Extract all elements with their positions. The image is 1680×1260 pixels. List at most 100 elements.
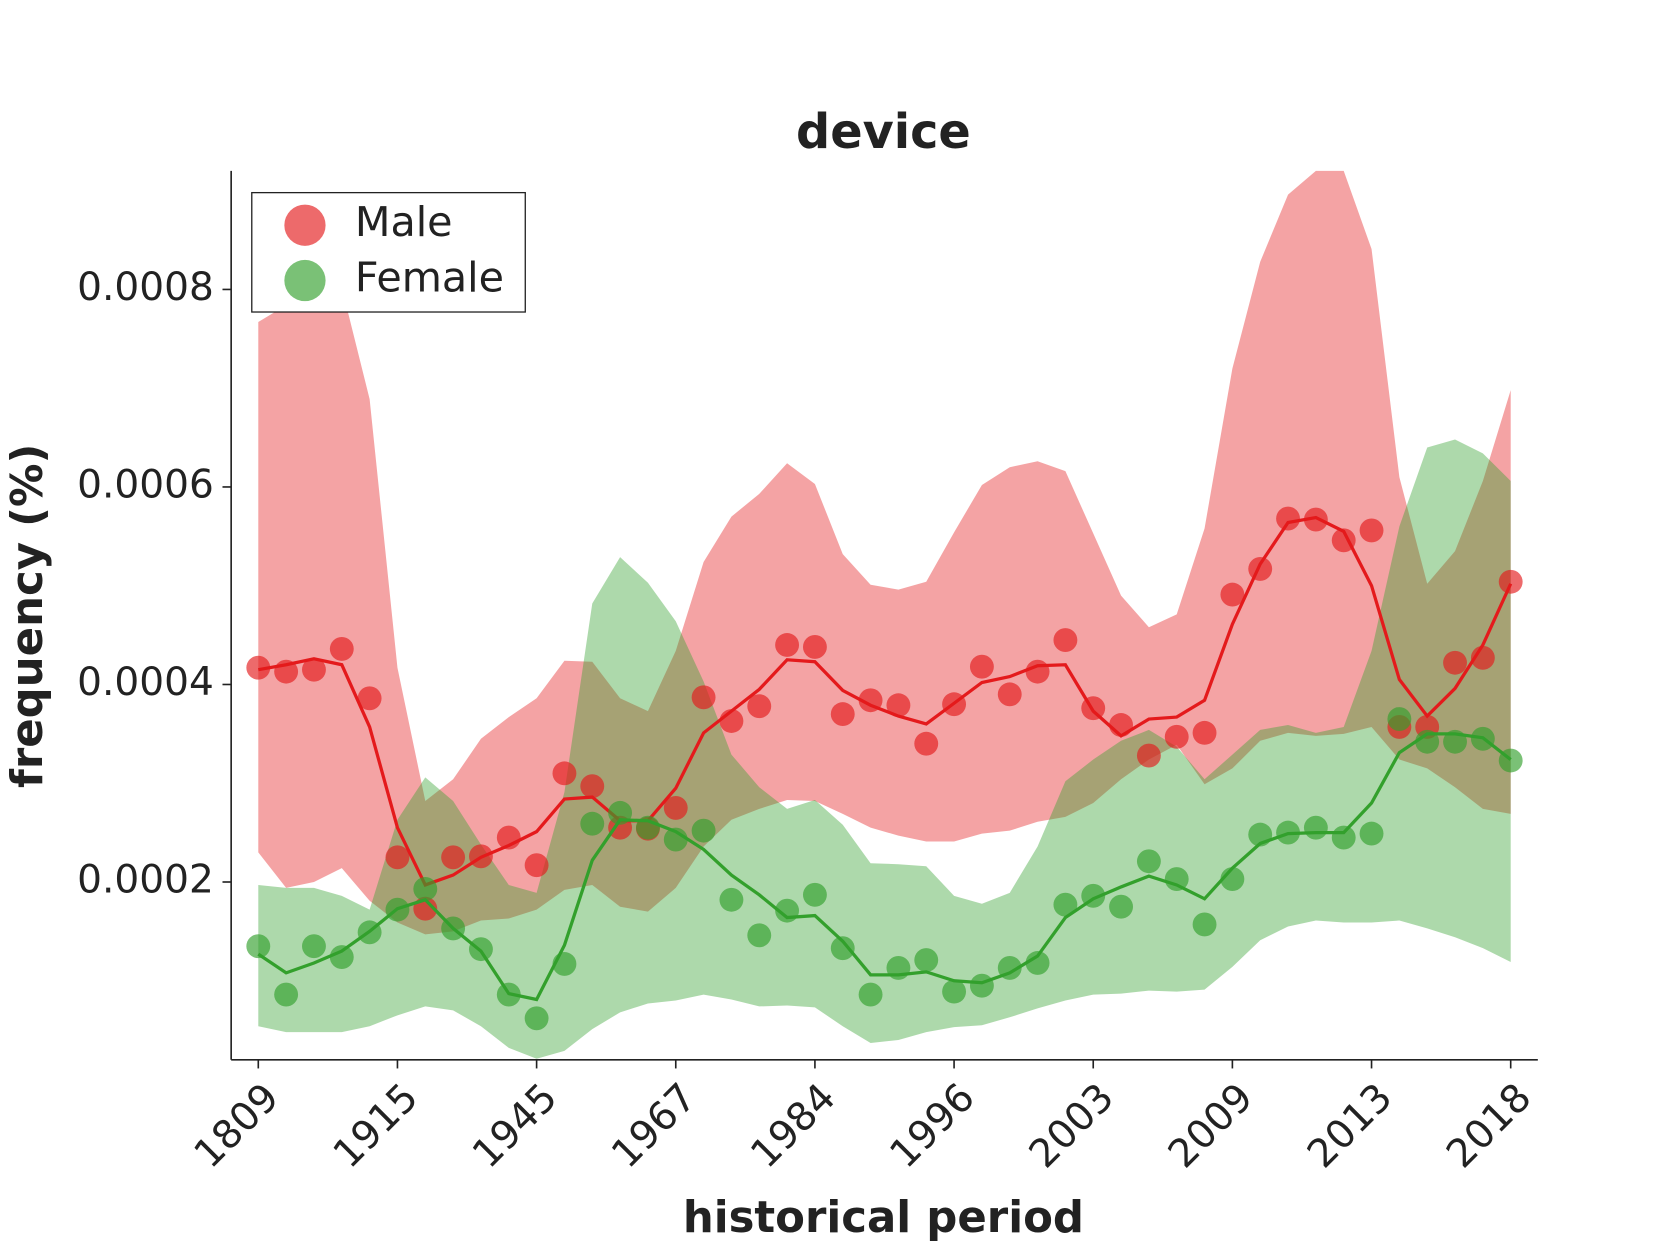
data-point [942, 979, 967, 1004]
confidence-band [258, 439, 1511, 1059]
data-point [1359, 821, 1384, 846]
x-tick-label: 2013 [1299, 1075, 1401, 1177]
data-point [552, 761, 577, 786]
data-point [1164, 867, 1189, 891]
data-point [747, 923, 772, 948]
plot-area [246, 170, 1523, 1059]
y-tick-label: 0.0004 [77, 660, 214, 705]
data-point [719, 887, 744, 912]
data-point [942, 692, 967, 717]
x-tick-label: 1996 [882, 1075, 984, 1177]
data-point [914, 731, 939, 756]
data-point [1498, 569, 1523, 594]
legend-label: Male [355, 198, 453, 246]
data-point [1331, 528, 1356, 553]
data-point [413, 876, 438, 901]
x-tick-label: 1984 [743, 1075, 845, 1177]
x-tick-label: 2003 [1021, 1075, 1123, 1177]
data-point [441, 916, 466, 941]
x-axis-label: historical period [683, 1193, 1084, 1243]
data-point [1136, 849, 1161, 874]
data-point [997, 955, 1022, 980]
data-point [1387, 707, 1412, 731]
data-point [1025, 659, 1050, 684]
data-point [496, 825, 521, 850]
data-point [1415, 729, 1440, 754]
data-point [1498, 748, 1523, 773]
data-point [802, 635, 827, 659]
data-point [357, 920, 382, 945]
data-point [1331, 825, 1356, 850]
data-point [775, 633, 800, 657]
data-point [1053, 892, 1078, 917]
trend-line [258, 515, 1513, 887]
data-point [246, 655, 271, 680]
data-point [608, 800, 633, 825]
data-point [663, 795, 688, 820]
data-point [524, 1006, 549, 1031]
data-point [1470, 645, 1495, 670]
data-point [1443, 729, 1467, 754]
data-point [1081, 696, 1106, 721]
y-tick-label: 0.0002 [77, 858, 214, 903]
data-point [1248, 822, 1273, 847]
data-point [719, 709, 744, 733]
data-point [1276, 506, 1300, 531]
data-point [1164, 724, 1189, 749]
legend-marker [284, 204, 326, 246]
data-point [274, 659, 299, 684]
x-tick-label: 1809 [186, 1075, 288, 1177]
legend-label: Female [355, 254, 504, 302]
y-tick-label: 0.0008 [77, 265, 214, 310]
data-point [1220, 582, 1245, 607]
data-point [1192, 720, 1217, 745]
data-point [469, 937, 493, 962]
data-point [469, 844, 493, 869]
data-point [302, 657, 326, 682]
data-point [886, 955, 911, 980]
data-point [357, 686, 382, 711]
x-tick-label: 2009 [1160, 1075, 1262, 1177]
data-point [635, 815, 660, 840]
x-tick-label: 2018 [1438, 1075, 1540, 1177]
data-point [830, 702, 855, 727]
data-point [802, 882, 827, 907]
data-point [747, 694, 772, 719]
x-tick-label: 1967 [603, 1075, 705, 1177]
data-point [1248, 556, 1273, 581]
data-point [969, 654, 994, 679]
data-point [858, 982, 883, 1007]
data-point [914, 948, 939, 972]
legend-marker [284, 259, 326, 302]
confidence-band [258, 170, 1511, 935]
data-point [1136, 743, 1161, 768]
x-tick-label: 1915 [325, 1075, 427, 1177]
data-point [1303, 815, 1328, 840]
data-point [329, 945, 354, 969]
data-point [385, 897, 410, 922]
data-point [580, 811, 605, 836]
data-point [302, 934, 326, 959]
chart-title: device [796, 105, 971, 160]
data-point [858, 688, 883, 713]
x-tick-label: 1945 [464, 1075, 566, 1177]
data-point [691, 685, 716, 710]
data-point [830, 936, 855, 961]
data-point [663, 827, 688, 852]
data-point [775, 898, 800, 923]
data-point [496, 982, 521, 1007]
y-tick-label: 0.0006 [77, 462, 214, 507]
data-point [385, 845, 410, 870]
data-point [886, 693, 911, 718]
data-point [1053, 628, 1078, 652]
data-point [1470, 726, 1495, 751]
data-point [580, 774, 605, 799]
legend: Male Female [251, 191, 526, 313]
data-point [1192, 912, 1217, 937]
data-point [1025, 951, 1050, 975]
data-point [1303, 507, 1328, 532]
data-point [246, 934, 271, 959]
data-point [552, 952, 577, 976]
data-point [1109, 713, 1133, 737]
